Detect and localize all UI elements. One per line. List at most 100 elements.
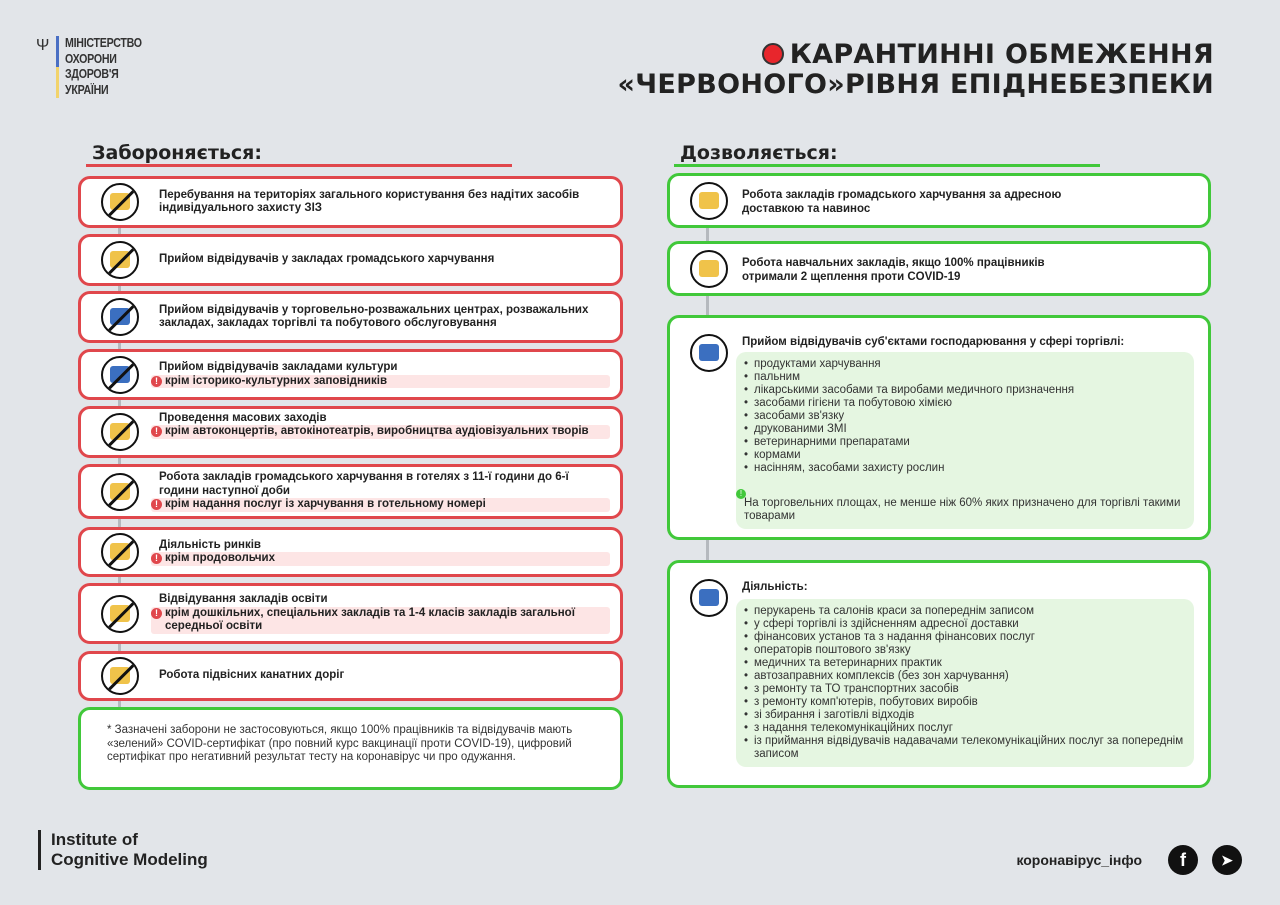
restaurant-icon	[690, 181, 728, 220]
item-title: Прийом відвідувачів у закладах громадськ…	[159, 253, 495, 266]
no-mass-events-icon	[101, 413, 139, 451]
list-item: друкованими ЗМІ	[744, 423, 1186, 436]
social-links: коронавірус_інфо f ➤	[1016, 845, 1242, 875]
note-text: * Зазначені заборони не застосовуються, …	[107, 724, 573, 763]
list-item: засобами зв'язку	[744, 410, 1186, 423]
no-mask-icon	[101, 183, 139, 221]
list-item: автозаправних комплексів (без зон харчув…	[744, 670, 1186, 683]
forbidden-item: Робота закладів громадського харчування …	[78, 464, 623, 519]
icon-glyph	[699, 259, 719, 277]
exemption-note: * Зазначені заборони не застосовуються, …	[78, 707, 623, 790]
no-culture-icon	[101, 355, 139, 394]
forbidden-item: Прийом відвідувачів у торговельно-розваж…	[78, 291, 623, 343]
item-text: Відвідування закладів освітикрім дошкіль…	[151, 593, 610, 634]
no-hotel-food-icon	[101, 472, 139, 511]
item-title: Прийом відвідувачів у торговельно-розваж…	[159, 303, 589, 330]
list-item: операторів поштового зв'язку	[744, 644, 1186, 657]
trade-note: На торговельних площах, не менше ніж 60%…	[736, 489, 1186, 523]
item-text: Прийом відвідувачів закладами культурикр…	[151, 361, 610, 388]
telegram-icon[interactable]: ➤	[1212, 845, 1242, 875]
item-text: Проведення масових заходівкрім автоконце…	[151, 411, 610, 439]
worker-icon	[690, 579, 728, 617]
no-market-icon	[101, 533, 139, 571]
item-text: Робота закладів громадського харчування …	[742, 189, 1062, 215]
site-link[interactable]: коронавірус_інфо	[1016, 852, 1142, 868]
item-title: Перебування на територіях загального кор…	[159, 188, 580, 215]
exception-text: крім надання послуг із харчування в готе…	[151, 498, 610, 512]
item-text: Робота підвісних канатних доріг	[159, 669, 610, 683]
item-title: Робота закладів громадського харчування …	[159, 471, 569, 497]
allowed-heading: Дозволяється:	[680, 142, 838, 164]
list-item: з надання телекомунікаційних послуг	[744, 722, 1186, 735]
allowed-item: Робота закладів громадського харчування …	[667, 173, 1211, 228]
exception-text: крім історико-культурних заповідників	[151, 374, 610, 388]
item-title: Проведення масових заходів	[159, 411, 327, 424]
list-item: з ремонту комп'ютерів, побутових виробів	[744, 696, 1186, 709]
no-restaurant-icon	[101, 241, 139, 279]
item-text: Прийом відвідувачів у торговельно-розваж…	[159, 304, 610, 331]
forbidden-item: Перебування на територіях загального кор…	[78, 176, 623, 228]
exception-text: крім дошкільних, спеціальних закладів та…	[151, 606, 610, 634]
trade-section: Прийом відвідувачів суб'єктами господарю…	[667, 315, 1211, 540]
list-item: ветеринарними препаратами	[744, 436, 1186, 449]
forbidden-item: Прийом відвідувачів у закладах громадськ…	[78, 234, 623, 286]
list-item: перукарень та салонів краси за попередні…	[744, 605, 1186, 618]
item-text: Перебування на територіях загального кор…	[159, 189, 610, 216]
item-title: Відвідування закладів освіти	[159, 593, 328, 606]
book-icon	[690, 249, 728, 288]
forbidden-underline	[86, 164, 512, 167]
list-item: із приймання відвідувачів надавачами тел…	[744, 735, 1186, 761]
list-item: фінансових установ та з надання фінансов…	[744, 631, 1186, 644]
forbidden-item: Відвідування закладів освітикрім дошкіль…	[78, 583, 623, 644]
list-item: насінням, засобами захисту рослин	[744, 462, 1186, 475]
no-cable-car-icon	[101, 657, 139, 695]
ministry-line: ЗДОРОВ'Я	[65, 67, 119, 81]
section-list: перукарень та салонів краси за попередні…	[736, 599, 1194, 767]
trident-icon: Ψ	[36, 37, 50, 54]
brand-line-2: Cognitive Modeling	[51, 850, 208, 869]
icon-glyph	[699, 589, 719, 606]
list-item: з ремонту та ТО транспортних засобів	[744, 683, 1186, 696]
list-item: зі збирання і заготівлі відходів	[744, 709, 1186, 722]
ministry-name: МІНІСТЕРСТВО ОХОРОНИ ЗДОРОВ'Я УКРАЇНИ	[65, 36, 142, 98]
facebook-icon[interactable]: f	[1168, 845, 1198, 875]
exception-text: крім автоконцертів, автокінотеатрів, вир…	[151, 425, 610, 439]
forbidden-item: Прийом відвідувачів закладами культурикр…	[78, 349, 623, 400]
list-item: лікарськими засобами та виробами медично…	[744, 384, 1186, 397]
list-item: засобами гігієни та побутовою хімією	[744, 397, 1186, 410]
section-title: Прийом відвідувачів суб'єктами господарю…	[742, 336, 1125, 348]
item-title: Прийом відвідувачів закладами культури	[159, 361, 398, 373]
no-shopping-center-icon	[101, 298, 139, 336]
list-item: кормами	[744, 449, 1186, 462]
list-item: продуктами харчування	[744, 358, 1186, 371]
forbidden-item: Проведення масових заходівкрім автоконце…	[78, 406, 623, 458]
bullet-list: перукарень та салонів краси за попередні…	[744, 605, 1186, 761]
page-title: КАРАНТИННІ ОБМЕЖЕННЯ «ЧЕРВОНОГО»РІВНЯ ЕП…	[618, 40, 1214, 100]
ministry-line: УКРАЇНИ	[65, 82, 109, 97]
list-item: у сфері торгівлі із здійсненням адресної…	[744, 618, 1186, 631]
allowed-item: Робота навчальних закладів, якщо 100% пр…	[667, 241, 1211, 296]
section-title: Діяльність:	[742, 581, 808, 593]
forbidden-heading: Забороняється:	[92, 142, 262, 164]
brand-line-1: Institute of	[51, 830, 138, 849]
institute-brand: Institute of Cognitive Modeling	[38, 830, 208, 870]
forbidden-item: Робота підвісних канатних доріг	[78, 651, 623, 701]
item-title: Робота підвісних канатних доріг	[159, 669, 345, 682]
bullet-list: продуктами харчуванняпальнимлікарськими …	[744, 358, 1186, 475]
item-text: Прийом відвідувачів у закладах громадськ…	[159, 253, 610, 267]
title-line-2: «ЧЕРВОНОГО»РІВНЯ ЕПІДНЕБЕЗПЕКИ	[617, 69, 1214, 100]
list-item: медичних та ветеринарних практик	[744, 657, 1186, 670]
ministry-line: ОХОРОНИ	[65, 51, 117, 66]
ministry-line: МІНІСТЕРСТВО	[65, 36, 142, 50]
allowed-underline	[674, 164, 1100, 167]
icon-glyph	[699, 344, 719, 361]
logo-divider	[56, 36, 59, 98]
red-level-dot-icon	[761, 43, 784, 65]
ministry-logo: Ψ МІНІСТЕРСТВО ОХОРОНИ ЗДОРОВ'Я УКРАЇНИ	[36, 36, 155, 98]
activity-section: Діяльність: перукарень та салонів краси з…	[667, 560, 1211, 788]
item-text: Робота навчальних закладів, якщо 100% пр…	[742, 257, 1045, 283]
item-text: Робота закладів громадського харчування …	[151, 471, 610, 512]
exception-text: крім продовольчих	[151, 552, 610, 566]
title-line-1: КАРАНТИННІ ОБМЕЖЕННЯ	[789, 39, 1214, 70]
icon-glyph	[699, 191, 719, 209]
